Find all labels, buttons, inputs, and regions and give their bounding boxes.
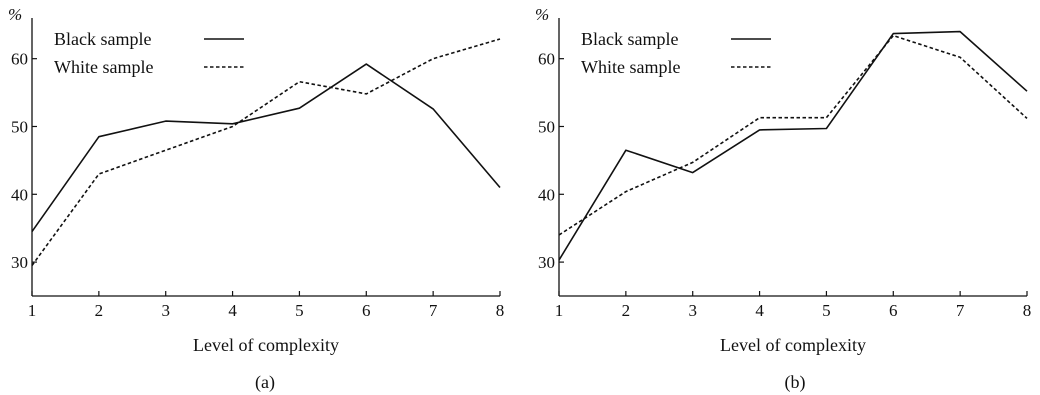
y-tick-label: 30 bbox=[538, 253, 555, 272]
series-line-white-sample bbox=[558, 34, 1028, 236]
legend-label-white-sample: White sample bbox=[581, 57, 680, 77]
legend-label-black-sample: Black sample bbox=[54, 29, 151, 49]
y-tick-label: 60 bbox=[11, 50, 28, 69]
series-line-black-sample bbox=[558, 30, 1028, 261]
legend-label-white-sample: White sample bbox=[54, 57, 153, 77]
panel-label: (a) bbox=[255, 372, 275, 393]
series-line-white-sample bbox=[31, 38, 501, 266]
y-axis-label: % bbox=[8, 5, 22, 24]
x-tick-label: 7 bbox=[429, 301, 438, 320]
y-axis-label: % bbox=[535, 5, 549, 24]
x-tick-label: 5 bbox=[295, 301, 304, 320]
x-tick-label: 4 bbox=[755, 301, 764, 320]
x-tick-label: 2 bbox=[95, 301, 104, 320]
panel-label: (b) bbox=[785, 372, 806, 393]
y-tick-label: 30 bbox=[11, 253, 28, 272]
chart-panel-b: 30 40 50 60% 1 2 3 4 5 6 7 8 Level of complexity (b) B… bbox=[535, 5, 1031, 393]
x-tick-label: 1 bbox=[28, 301, 37, 320]
y-tick-label: 50 bbox=[11, 117, 28, 136]
x-tick-label: 1 bbox=[555, 301, 564, 320]
x-tick-label: 3 bbox=[161, 301, 170, 320]
chart-panel-a: 30 40 50 60% 1 2 3 4 5 6 7 8 Level of complexity (a) B… bbox=[8, 5, 504, 393]
x-tick-label: 6 bbox=[889, 301, 898, 320]
x-axis-label: Level of complexity bbox=[720, 335, 866, 355]
series-line-black-sample bbox=[31, 63, 501, 233]
x-tick-label: 6 bbox=[362, 301, 371, 320]
x-tick-label: 7 bbox=[956, 301, 965, 320]
y-tick-label: 40 bbox=[11, 185, 28, 204]
y-tick-label: 60 bbox=[538, 50, 555, 69]
y-tick-label: 40 bbox=[538, 185, 555, 204]
x-tick-label: 2 bbox=[622, 301, 631, 320]
legend-label-black-sample: Black sample bbox=[581, 29, 678, 49]
x-tick-label: 5 bbox=[822, 301, 831, 320]
x-tick-label: 4 bbox=[228, 301, 237, 320]
x-tick-label: 3 bbox=[688, 301, 697, 320]
x-tick-label: 8 bbox=[1023, 301, 1032, 320]
x-tick-label: 8 bbox=[496, 301, 505, 320]
x-axis-label: Level of complexity bbox=[193, 335, 339, 355]
y-tick-label: 50 bbox=[538, 117, 555, 136]
